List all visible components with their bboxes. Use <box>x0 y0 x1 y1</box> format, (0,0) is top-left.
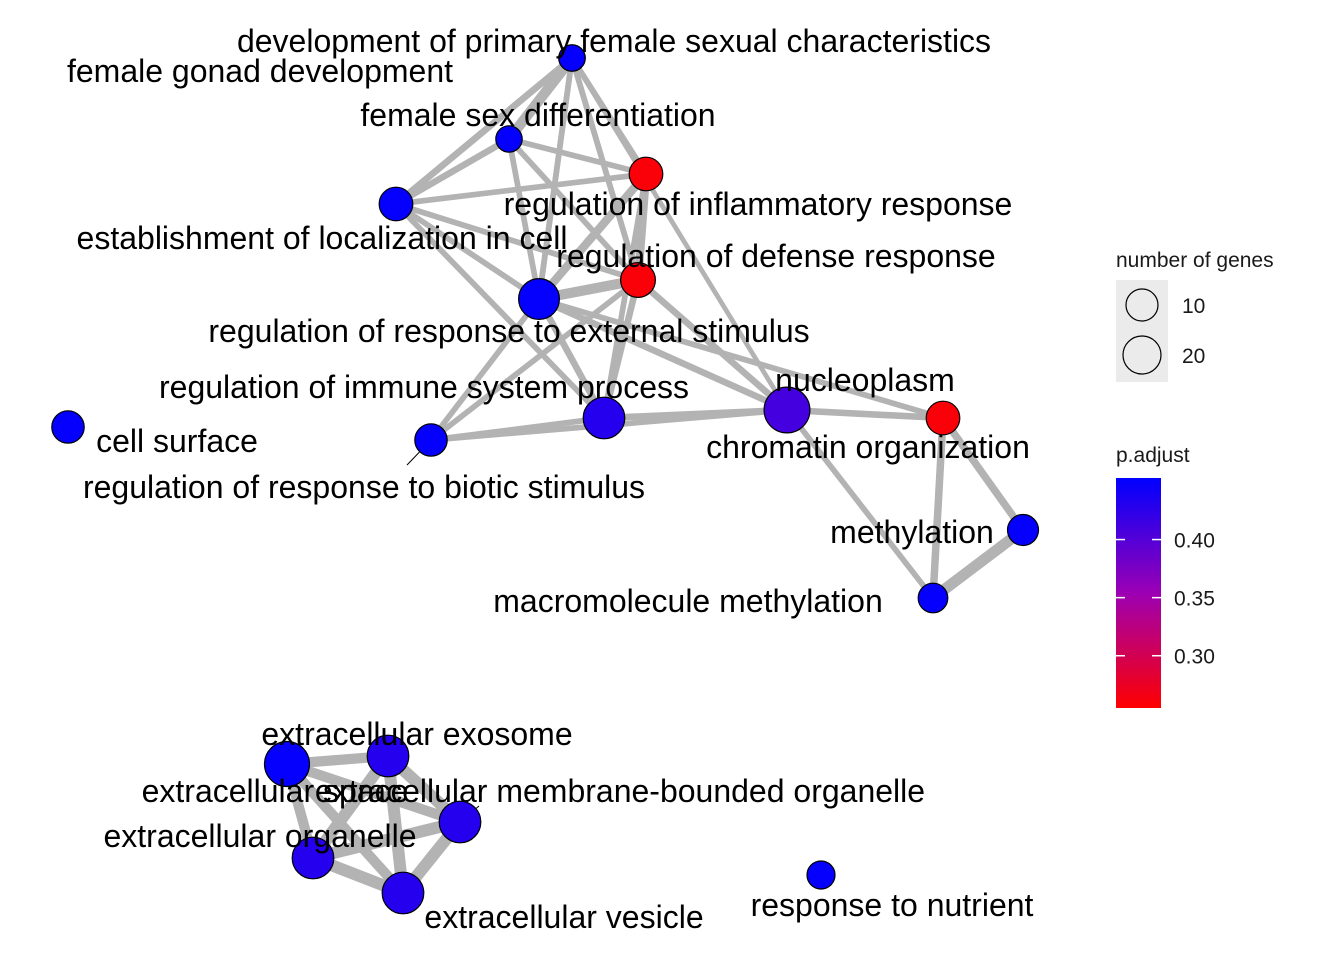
node-establishment-loc[interactable] <box>378 186 414 222</box>
edge-ec_space-ec_vesicle <box>281 758 409 899</box>
edge-reg_defense-reg_immune <box>600 276 642 422</box>
node-ec-organelle[interactable] <box>291 836 335 880</box>
size-legend-label: 10 <box>1182 295 1205 318</box>
node-ec-space[interactable] <box>263 740 311 788</box>
edges <box>281 52 1029 899</box>
edge-reg_external-chromatin_org <box>536 296 946 421</box>
node-methylation[interactable] <box>1006 513 1040 547</box>
edge-establishment_loc-reg_inflammatory <box>393 171 649 207</box>
size-legend-items: 10 20 <box>1122 288 1205 375</box>
edge-female_sex_diff-reg_external <box>506 136 542 302</box>
node-label-macro-methylation: macromolecule methylation <box>493 583 883 619</box>
edge-establishment_loc-reg_defense <box>393 201 641 283</box>
color-legend-ticks: 0.40 0.35 0.30 <box>1116 530 1215 669</box>
node-reg-external[interactable] <box>517 278 560 321</box>
edge-establishment_loc-reg_external <box>393 201 542 302</box>
edge-female_gonad-reg_external <box>536 55 575 302</box>
edge-reg_external-reg_immune <box>535 295 608 422</box>
color-legend-tick-label: 0.40 <box>1174 530 1215 553</box>
nodes <box>51 44 1040 915</box>
edge-methylation-macro_methylation <box>927 524 1029 604</box>
node-chromatin-org[interactable] <box>925 400 961 436</box>
edge-chromatin_org-methylation <box>939 414 1027 534</box>
node-label-methylation: methylation <box>830 514 994 550</box>
edge-reg_defense-reg_biotic <box>428 277 641 443</box>
node-label-nucleoplasm: nucleoplasm <box>775 362 955 398</box>
node-label-female-gonad: female gonad development <box>67 53 453 89</box>
edge-ec_exosome-ec_vesicle <box>382 750 409 899</box>
node-label-ec-exosome: extracellular exosome <box>261 716 572 752</box>
edge-reg_inflammatory-reg_external <box>534 169 651 304</box>
edge-nucleoplasm-macro_methylation <box>784 407 936 601</box>
size-legend-label: 20 <box>1182 345 1205 368</box>
edge-establishment_loc-reg_immune <box>393 201 607 421</box>
node-label-reg-inflammatory: regulation of inflammatory response <box>504 186 1013 222</box>
node-cell-surface[interactable] <box>51 410 85 444</box>
edge-female_gonad-female_sex_diff <box>503 52 578 145</box>
edge-female_sex_diff-reg_inflammatory <box>506 136 649 177</box>
node-labels: development of primary female sexual cha… <box>67 23 1034 935</box>
color-legend-title: p.adjust <box>1116 444 1190 467</box>
node-female-sex-diff[interactable] <box>495 125 523 153</box>
node-macro-methylation[interactable] <box>917 582 949 614</box>
edge-ec_space-ec_membrane_organelle <box>281 758 466 828</box>
color-legend-bar <box>1116 478 1161 708</box>
edge-female_gonad-establishment_loc <box>392 54 576 208</box>
node-label-ec-organelle: extracellular organelle <box>103 818 416 854</box>
edge-nucleoplasm-chromatin_org <box>783 406 947 422</box>
node-reg-defense[interactable] <box>619 262 656 299</box>
node-label-reg-biotic: regulation of response to biotic stimulu… <box>83 469 645 505</box>
node-label-ec-space: extracellular space <box>142 773 409 809</box>
node-label-establishment-loc: establishment of localization in cell <box>77 220 568 256</box>
node-reg-inflammatory[interactable] <box>628 156 664 192</box>
node-ec-exosome[interactable] <box>366 734 410 778</box>
edge-ec_membrane_organelle-ec_organelle <box>307 816 466 864</box>
node-label-female-sex-diff: female sex differentiation <box>360 97 715 133</box>
edge-chromatin_org-macro_methylation <box>929 414 947 602</box>
node-label-dev-primary-female: development of primary female sexual cha… <box>237 23 991 59</box>
node-response-nutrient[interactable] <box>806 860 836 890</box>
size-legend-circle <box>1122 335 1162 375</box>
edge-female_sex_diff-establishment_loc <box>392 135 513 208</box>
node-nucleoplasm[interactable] <box>763 386 811 434</box>
node-reg-immune[interactable] <box>582 396 626 440</box>
edge-reg_defense-nucleoplasm <box>634 276 791 414</box>
node-female-gonad[interactable] <box>558 44 586 72</box>
edge-dev_primary_female-nucleoplasm <box>569 55 790 413</box>
edge-female_gonad-reg_defense <box>569 55 641 283</box>
node-label-ec-vesicle: extracellular vesicle <box>424 899 703 935</box>
size-legend-circle <box>1125 288 1159 322</box>
node-label-reg-external: regulation of response to external stimu… <box>208 313 809 349</box>
node-label-reg-defense: regulation of defense response <box>556 238 995 274</box>
node-ec-vesicle[interactable] <box>381 871 425 915</box>
edge-reg_external-reg_biotic <box>428 296 542 443</box>
node-label-chromatin-org: chromatin organization <box>706 429 1030 465</box>
node-label-ec-membrane-organelle: extracellular membrane-bounded organelle <box>315 773 925 809</box>
color-legend-tick-label: 0.30 <box>1174 646 1215 669</box>
edge-reg_external-nucleoplasm <box>535 295 791 414</box>
node-reg-biotic[interactable] <box>414 423 448 457</box>
size-legend-key-background <box>1116 280 1168 382</box>
node-ec-membrane-organelle[interactable] <box>438 800 482 844</box>
edge-female_sex_diff-reg_defense <box>506 136 641 283</box>
size-legend-title: number of genes <box>1116 249 1274 272</box>
node-label-cell-surface: cell surface <box>96 423 258 459</box>
node-label-response-nutrient: response to nutrient <box>751 887 1034 923</box>
node-label-reg-immune: regulation of immune system process <box>159 369 689 405</box>
color-legend-tick-label: 0.35 <box>1174 588 1215 611</box>
